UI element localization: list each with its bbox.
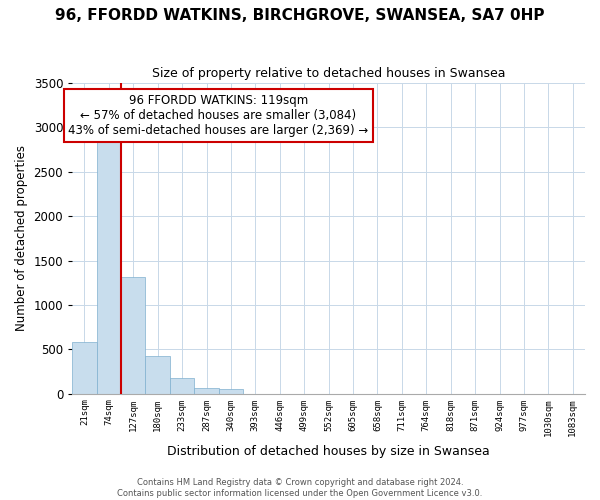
Bar [97,136,121,394]
Text: Contains HM Land Registry data © Crown copyright and database right 2024.
Contai: Contains HM Land Registry data © Crown c… [118,478,482,498]
Bar [145,356,170,394]
Title: Size of property relative to detached houses in Swansea: Size of property relative to detached ho… [152,68,505,80]
Text: 96, FFORDD WATKINS, BIRCHGROVE, SWANSEA, SA7 0HP: 96, FFORDD WATKINS, BIRCHGROVE, SWANSEA,… [55,8,545,22]
Y-axis label: Number of detached properties: Number of detached properties [15,146,28,332]
Text: 96 FFORDD WATKINS: 119sqm
← 57% of detached houses are smaller (3,084)
43% of se: 96 FFORDD WATKINS: 119sqm ← 57% of detac… [68,94,368,137]
Bar [219,389,243,394]
Bar [194,388,219,394]
Bar [170,378,194,394]
Bar [121,278,145,394]
X-axis label: Distribution of detached houses by size in Swansea: Distribution of detached houses by size … [167,444,490,458]
Bar [72,342,97,394]
